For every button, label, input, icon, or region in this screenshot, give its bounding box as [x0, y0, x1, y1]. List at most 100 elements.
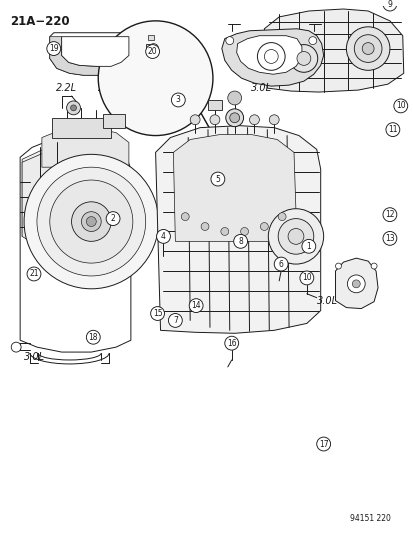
Circle shape — [11, 342, 21, 352]
Circle shape — [346, 27, 389, 70]
Circle shape — [47, 42, 61, 55]
Text: 3.0L: 3.0L — [24, 352, 45, 362]
Circle shape — [148, 44, 158, 53]
Bar — [52, 118, 111, 138]
Circle shape — [385, 123, 399, 136]
Circle shape — [27, 267, 41, 281]
Circle shape — [189, 298, 202, 312]
Circle shape — [224, 336, 238, 350]
Circle shape — [209, 115, 219, 125]
Circle shape — [290, 45, 317, 72]
Circle shape — [171, 93, 185, 107]
Text: 8: 8 — [237, 237, 242, 246]
Polygon shape — [155, 126, 320, 333]
Text: 2.5L: 2.5L — [97, 83, 119, 93]
Circle shape — [354, 35, 381, 62]
Text: 3: 3 — [176, 95, 180, 104]
Circle shape — [168, 313, 182, 327]
Circle shape — [335, 263, 341, 269]
Text: 21A−220: 21A−220 — [10, 15, 70, 28]
Text: 7: 7 — [173, 316, 177, 325]
Circle shape — [156, 230, 170, 244]
Text: 17: 17 — [318, 440, 328, 449]
Circle shape — [70, 105, 76, 111]
Circle shape — [287, 229, 303, 244]
Polygon shape — [62, 37, 128, 66]
Circle shape — [273, 257, 287, 271]
Text: 11: 11 — [387, 125, 396, 134]
Circle shape — [296, 52, 310, 66]
Text: 10: 10 — [301, 273, 311, 282]
Circle shape — [81, 212, 101, 231]
Circle shape — [229, 113, 239, 123]
Text: 10: 10 — [395, 101, 405, 110]
Polygon shape — [236, 36, 301, 74]
Bar — [207, 100, 221, 110]
Polygon shape — [173, 134, 296, 241]
Circle shape — [201, 223, 209, 230]
Text: 94151 220: 94151 220 — [349, 514, 390, 523]
Text: 20: 20 — [147, 47, 157, 56]
Circle shape — [98, 21, 212, 135]
Circle shape — [351, 280, 359, 288]
Circle shape — [361, 43, 373, 54]
Circle shape — [257, 43, 285, 70]
Text: 3.0L: 3.0L — [250, 83, 271, 93]
Circle shape — [268, 115, 278, 125]
Text: 2.2L: 2.2L — [56, 83, 77, 93]
Circle shape — [233, 235, 247, 248]
Polygon shape — [22, 144, 128, 244]
Circle shape — [225, 109, 243, 127]
Circle shape — [106, 212, 120, 225]
Text: 21: 21 — [29, 270, 39, 278]
Circle shape — [145, 45, 159, 59]
Text: 1: 1 — [306, 242, 311, 251]
Circle shape — [299, 271, 313, 285]
Circle shape — [86, 330, 100, 344]
Text: 19: 19 — [49, 44, 58, 53]
Text: 13: 13 — [384, 234, 394, 243]
Polygon shape — [42, 127, 128, 167]
Circle shape — [211, 172, 224, 186]
Circle shape — [240, 228, 248, 236]
Polygon shape — [50, 37, 143, 75]
Text: 2: 2 — [110, 214, 115, 223]
Circle shape — [268, 209, 323, 264]
Text: 9: 9 — [387, 0, 392, 9]
Polygon shape — [264, 9, 403, 92]
Bar — [147, 35, 153, 39]
Circle shape — [181, 213, 189, 221]
Circle shape — [316, 437, 330, 451]
Bar — [145, 44, 155, 51]
Circle shape — [50, 180, 133, 263]
Circle shape — [190, 115, 199, 125]
Text: 4: 4 — [161, 232, 166, 241]
Circle shape — [382, 231, 396, 245]
Circle shape — [24, 155, 158, 289]
Text: 6: 6 — [278, 260, 283, 269]
Text: 15: 15 — [152, 309, 162, 318]
Circle shape — [278, 219, 313, 254]
Circle shape — [393, 99, 407, 113]
Circle shape — [71, 202, 111, 241]
Circle shape — [249, 115, 259, 125]
Polygon shape — [335, 258, 377, 309]
Circle shape — [370, 263, 376, 269]
Circle shape — [37, 167, 145, 276]
Circle shape — [382, 208, 396, 222]
Circle shape — [220, 228, 228, 236]
Text: 5: 5 — [215, 174, 220, 183]
Text: 16: 16 — [226, 338, 236, 348]
Polygon shape — [221, 29, 323, 86]
Text: 14: 14 — [191, 301, 200, 310]
Bar — [103, 114, 125, 127]
Text: 3.0L: 3.0L — [316, 296, 337, 306]
Circle shape — [225, 37, 233, 45]
Circle shape — [86, 216, 96, 227]
Circle shape — [308, 37, 316, 45]
Circle shape — [347, 275, 364, 293]
Circle shape — [229, 115, 239, 125]
Circle shape — [150, 306, 164, 320]
Circle shape — [301, 239, 315, 253]
Text: 18: 18 — [88, 333, 98, 342]
